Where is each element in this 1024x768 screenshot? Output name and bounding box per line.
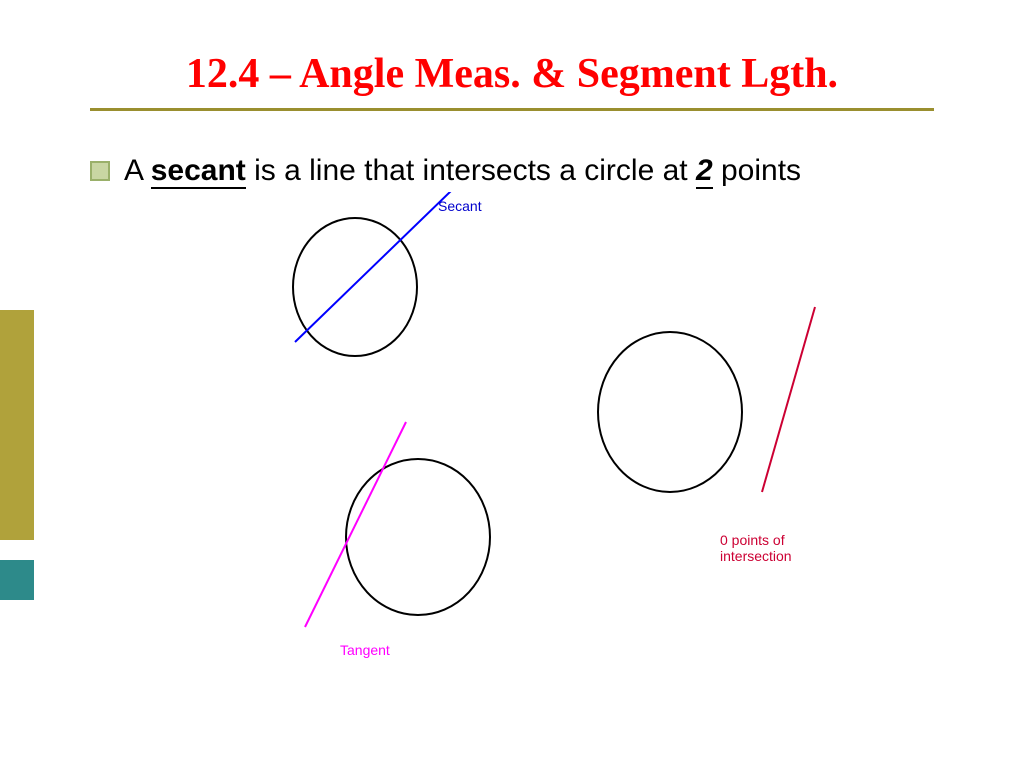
bullet-text: A secant is a line that intersects a cir… — [124, 151, 801, 192]
title-underline — [90, 108, 934, 111]
nonintersect-label-line2: intersection — [720, 548, 792, 564]
diagram-area: Secant Tangent 0 points of intersection — [150, 192, 934, 662]
diagram-svg — [150, 192, 950, 662]
nonintersect-label: 0 points of intersection — [720, 532, 792, 564]
bullet-item: A secant is a line that intersects a cir… — [90, 151, 934, 192]
slide-title: 12.4 – Angle Meas. & Segment Lgth. — [90, 50, 934, 98]
bullet-square-icon — [90, 161, 110, 181]
slide: 12.4 – Angle Meas. & Segment Lgth. A sec… — [0, 0, 1024, 768]
nonintersect-label-line1: 0 points of — [720, 532, 785, 548]
bullet-two: 2 — [696, 154, 713, 189]
bullet-post: points — [713, 154, 801, 187]
bullet-secant: secant — [151, 154, 246, 189]
bullet-pre: A — [124, 154, 151, 187]
secant-label: Secant — [438, 198, 482, 214]
tangent-label: Tangent — [340, 642, 390, 658]
bullet-mid: is a line that intersects a circle at — [246, 154, 696, 187]
